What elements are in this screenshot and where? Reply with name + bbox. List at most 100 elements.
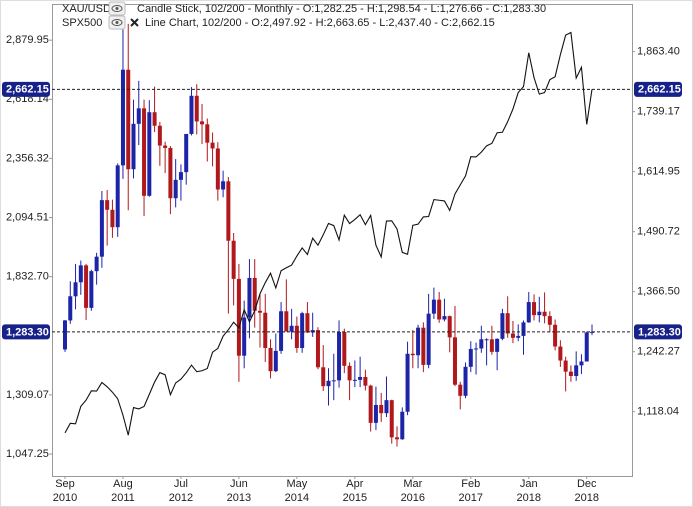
candle-body bbox=[400, 411, 405, 440]
candle-body bbox=[532, 302, 537, 316]
candle-body bbox=[463, 366, 468, 396]
candle-body bbox=[558, 346, 563, 361]
candle-body bbox=[152, 112, 157, 126]
candle-body bbox=[136, 108, 141, 124]
candle-body bbox=[310, 330, 315, 333]
price-tag-label: 1,283.30 bbox=[6, 326, 49, 338]
legend-description: Candle Stick, 102/200 - Monthly - O:1,28… bbox=[137, 3, 546, 15]
candle-body bbox=[384, 400, 389, 414]
y-tick-label: 1,832.70 bbox=[6, 271, 49, 283]
y-tick-label: 2,879.95 bbox=[6, 34, 49, 46]
x-tick-month: Jun bbox=[230, 478, 248, 490]
candle-body bbox=[484, 339, 489, 341]
x-tick-year: 2012 bbox=[169, 492, 193, 504]
y2-tick-label: 1,366.50 bbox=[637, 286, 680, 298]
close-icon[interactable] bbox=[130, 18, 139, 27]
candle-body bbox=[547, 316, 552, 325]
candle-body bbox=[500, 313, 505, 339]
x-tick-month: Feb bbox=[461, 478, 480, 490]
y2-tick-label: 1,863.40 bbox=[637, 46, 680, 58]
candle-body bbox=[279, 311, 284, 351]
candle-body bbox=[105, 200, 110, 210]
legend-name: SPX500 bbox=[62, 17, 102, 29]
candle-body bbox=[416, 327, 421, 356]
candle-body bbox=[252, 277, 257, 311]
candle-body bbox=[347, 365, 352, 381]
candle-body bbox=[236, 278, 241, 356]
candle-body bbox=[526, 302, 531, 323]
candle-body bbox=[521, 322, 526, 336]
candle-body bbox=[194, 95, 199, 122]
x-tick-month: Jan bbox=[520, 478, 538, 490]
candle-body bbox=[99, 200, 104, 257]
y-tick-label: 1,309.07 bbox=[6, 389, 49, 401]
candle-body bbox=[173, 179, 178, 199]
candle-body bbox=[63, 320, 67, 350]
candle-body bbox=[110, 209, 115, 228]
candle-body bbox=[579, 361, 584, 366]
price-tag-box bbox=[2, 81, 50, 97]
candle-body bbox=[431, 299, 436, 314]
candle-body bbox=[447, 316, 452, 338]
eye-icon[interactable] bbox=[108, 15, 126, 30]
candle-body bbox=[210, 142, 215, 149]
price-tag-box bbox=[634, 81, 682, 97]
legend-name: XAU/USD bbox=[62, 3, 111, 15]
x-tick-year: 2018 bbox=[574, 492, 598, 504]
candle-body bbox=[368, 385, 373, 423]
candle-body bbox=[184, 133, 189, 173]
candle-body bbox=[410, 353, 415, 356]
candle-body bbox=[468, 348, 473, 367]
candle-body bbox=[142, 108, 147, 196]
candle-body bbox=[268, 347, 273, 372]
candle-body bbox=[273, 350, 278, 372]
candle-body bbox=[247, 277, 252, 318]
candle-body bbox=[115, 165, 120, 228]
candle-body bbox=[421, 327, 426, 365]
candle-body bbox=[568, 371, 573, 376]
candle-body bbox=[84, 265, 89, 308]
y2-tick-label: 1,118.04 bbox=[637, 406, 679, 418]
candle-body bbox=[405, 353, 410, 412]
candle-body bbox=[452, 337, 457, 385]
candle-body bbox=[131, 123, 136, 170]
x-tick-year: 2015 bbox=[343, 492, 367, 504]
candle-body bbox=[574, 365, 579, 376]
x-tick-month: May bbox=[286, 478, 307, 490]
x-tick-year: 2014 bbox=[285, 492, 309, 504]
candle-body bbox=[321, 367, 326, 387]
candle-body bbox=[474, 348, 479, 350]
x-tick-month: Mar bbox=[403, 478, 422, 490]
candle-body bbox=[73, 282, 78, 297]
candle-body bbox=[352, 379, 357, 381]
candle-body bbox=[257, 310, 262, 313]
candle-body bbox=[363, 376, 368, 386]
candle-body bbox=[516, 335, 521, 338]
candle-body bbox=[242, 317, 247, 356]
candle-body bbox=[479, 339, 484, 349]
price-tag-label: 2,662.15 bbox=[638, 84, 681, 96]
legend-description: Line Chart, 102/200 - O:2,497.92 - H:2,6… bbox=[145, 17, 495, 29]
candle-body bbox=[358, 376, 363, 380]
candle-body bbox=[221, 181, 226, 190]
candle-body bbox=[331, 380, 336, 382]
candle-body bbox=[326, 380, 331, 387]
x-tick-year: 2016 bbox=[401, 492, 425, 504]
candle-body bbox=[284, 311, 289, 332]
candle-body bbox=[94, 256, 99, 272]
x-tick-year: 2018 bbox=[517, 492, 541, 504]
candle-body bbox=[442, 316, 447, 320]
y-tick-label: 2,094.51 bbox=[6, 211, 49, 223]
candle-body bbox=[389, 400, 394, 438]
candle-body bbox=[315, 330, 320, 368]
x-tick-month: Aug bbox=[113, 478, 133, 490]
y-tick-label: 1,047.25 bbox=[6, 448, 49, 460]
candle-body bbox=[395, 437, 400, 440]
eye-icon[interactable] bbox=[108, 1, 126, 16]
candle-body bbox=[263, 312, 268, 348]
x-tick-month: Jul bbox=[174, 478, 188, 490]
candle-body bbox=[126, 69, 131, 170]
x-tick-year: 2011 bbox=[111, 492, 135, 504]
